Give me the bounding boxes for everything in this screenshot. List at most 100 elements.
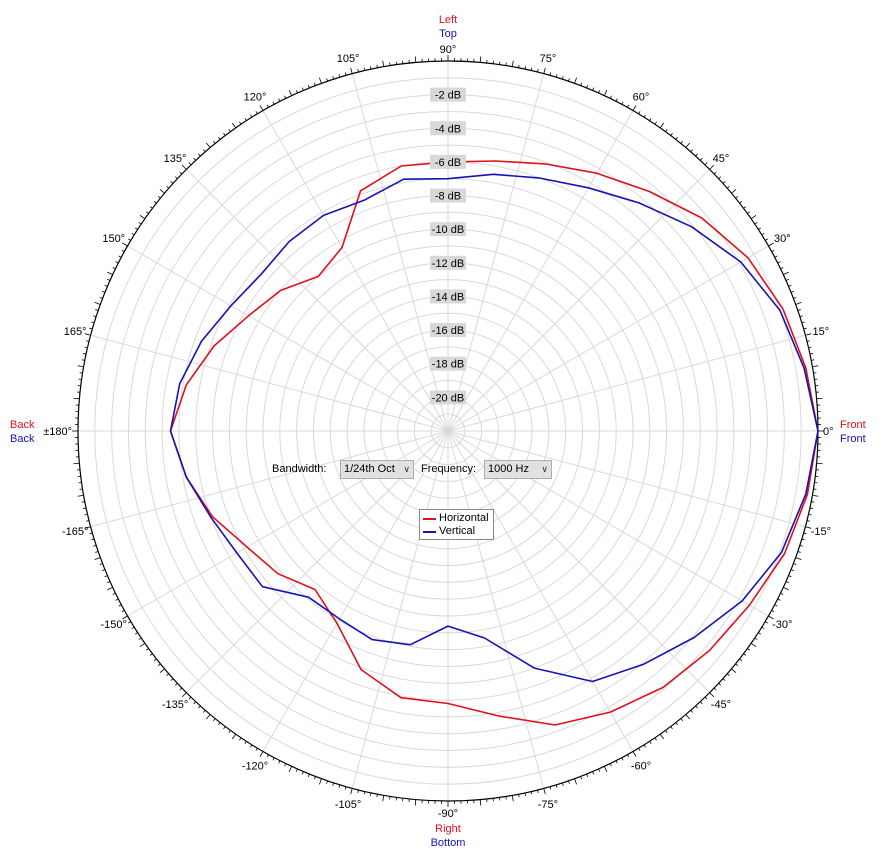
angle-tick <box>680 718 684 722</box>
angle-tick <box>104 575 108 578</box>
angle-tick <box>146 648 149 651</box>
angle-tick <box>695 705 698 709</box>
angle-tick <box>84 513 88 516</box>
angle-tick <box>89 532 93 535</box>
legend-label-horizontal: Horizontal <box>439 512 489 524</box>
angle-tick <box>561 782 564 786</box>
radial-tick-bg <box>430 390 466 405</box>
angle-tick <box>604 90 608 96</box>
angle-tick <box>83 353 87 355</box>
radial-tick-bg <box>430 255 466 270</box>
angle-tick <box>638 111 641 115</box>
angle-label: 60° <box>633 92 650 104</box>
radial-tick-label: -14 dB <box>430 289 466 304</box>
angle-tick <box>81 359 85 361</box>
angle-tick <box>206 714 211 720</box>
direction-label-bottom-horizontal: Right <box>435 823 461 835</box>
angle-tick <box>795 557 802 560</box>
bandwidth-select[interactable]: 1/24th Oct ∨ <box>340 460 414 479</box>
angle-tick <box>808 513 812 516</box>
angle-tick <box>758 632 762 635</box>
angle-label: -45° <box>711 699 731 711</box>
angle-tick <box>685 714 690 720</box>
angle-tick <box>709 164 715 170</box>
angle-tick <box>643 744 646 748</box>
angle-tick <box>592 771 595 775</box>
angle-tick <box>654 737 657 741</box>
angle-tick <box>157 195 161 199</box>
angle-tick <box>112 592 116 595</box>
angle-tick-marks <box>72 55 824 807</box>
radial-tick-bg <box>430 154 466 169</box>
angle-tick <box>193 157 196 161</box>
angle-tick <box>479 799 482 806</box>
angle-tick <box>218 136 221 140</box>
angle-tick <box>193 701 196 705</box>
angle-tick <box>771 249 775 252</box>
angle-tick <box>777 261 781 264</box>
angle-tick <box>376 794 378 798</box>
angle-tick <box>783 587 789 591</box>
angle-tick <box>84 346 88 349</box>
angle-tick <box>812 365 819 368</box>
chevron-down-icon: ∨ <box>403 464 410 474</box>
radial-tick-label: -16 dB <box>430 323 466 338</box>
angle-tick <box>202 709 206 713</box>
angle-tick <box>153 658 157 661</box>
angle-tick <box>138 637 142 640</box>
angle-tick <box>790 569 794 572</box>
radial-tick-text: -6 dB <box>435 157 461 169</box>
grid-ring <box>430 413 466 449</box>
angle-tick <box>530 791 533 795</box>
angle-tick <box>244 117 247 121</box>
frequency-select[interactable]: 1000 Hz ∨ <box>484 460 552 479</box>
angle-tick <box>621 757 624 761</box>
angle-tick <box>313 776 316 780</box>
angle-tick <box>811 359 815 361</box>
angle-tick <box>722 678 726 681</box>
angle-tick <box>255 747 258 751</box>
angle-tick <box>181 164 187 170</box>
angle-tick <box>122 242 128 247</box>
angle-tick <box>382 60 385 67</box>
angle-tick <box>288 90 292 96</box>
angle-tick <box>780 267 784 270</box>
angle-tick <box>91 321 95 324</box>
angle-tick <box>301 87 304 91</box>
angle-tick <box>338 784 341 788</box>
angle-tick <box>643 114 646 118</box>
angle-tick <box>326 78 328 82</box>
angle-tick <box>627 754 630 758</box>
angle-label: -135° <box>162 699 188 711</box>
angle-tick <box>284 95 287 99</box>
angle-tick <box>524 792 526 796</box>
angle-tick <box>747 648 750 651</box>
radial-tick-text: -20 dB <box>432 392 464 404</box>
grid-ring <box>94 77 802 785</box>
angle-tick <box>621 101 624 105</box>
angle-tick <box>250 114 253 118</box>
angle-tick <box>107 278 111 281</box>
angle-tick <box>793 563 797 566</box>
radial-tick-bg <box>430 121 466 136</box>
angle-tick <box>801 538 805 541</box>
radial-tick-bg <box>430 188 466 203</box>
angle-tick <box>94 302 101 305</box>
grid-ring <box>161 144 735 718</box>
angle-tick <box>139 642 146 647</box>
angle-tick <box>524 66 526 70</box>
angle-tick <box>218 722 221 726</box>
direction-label-left-vertical: Back <box>10 433 35 445</box>
angle-tick <box>326 780 328 784</box>
angle-tick <box>232 733 237 740</box>
angle-tick <box>518 64 520 68</box>
angle-tick <box>555 74 558 78</box>
angle-tick <box>301 771 304 775</box>
angle-tick <box>363 67 366 71</box>
radial-tick-label: -12 dB <box>430 255 466 270</box>
angle-tick <box>284 763 287 767</box>
angle-tick <box>788 284 792 287</box>
radial-tick-label: -8 dB <box>430 188 466 203</box>
angle-tick <box>731 189 737 194</box>
angle-tick <box>212 718 216 722</box>
